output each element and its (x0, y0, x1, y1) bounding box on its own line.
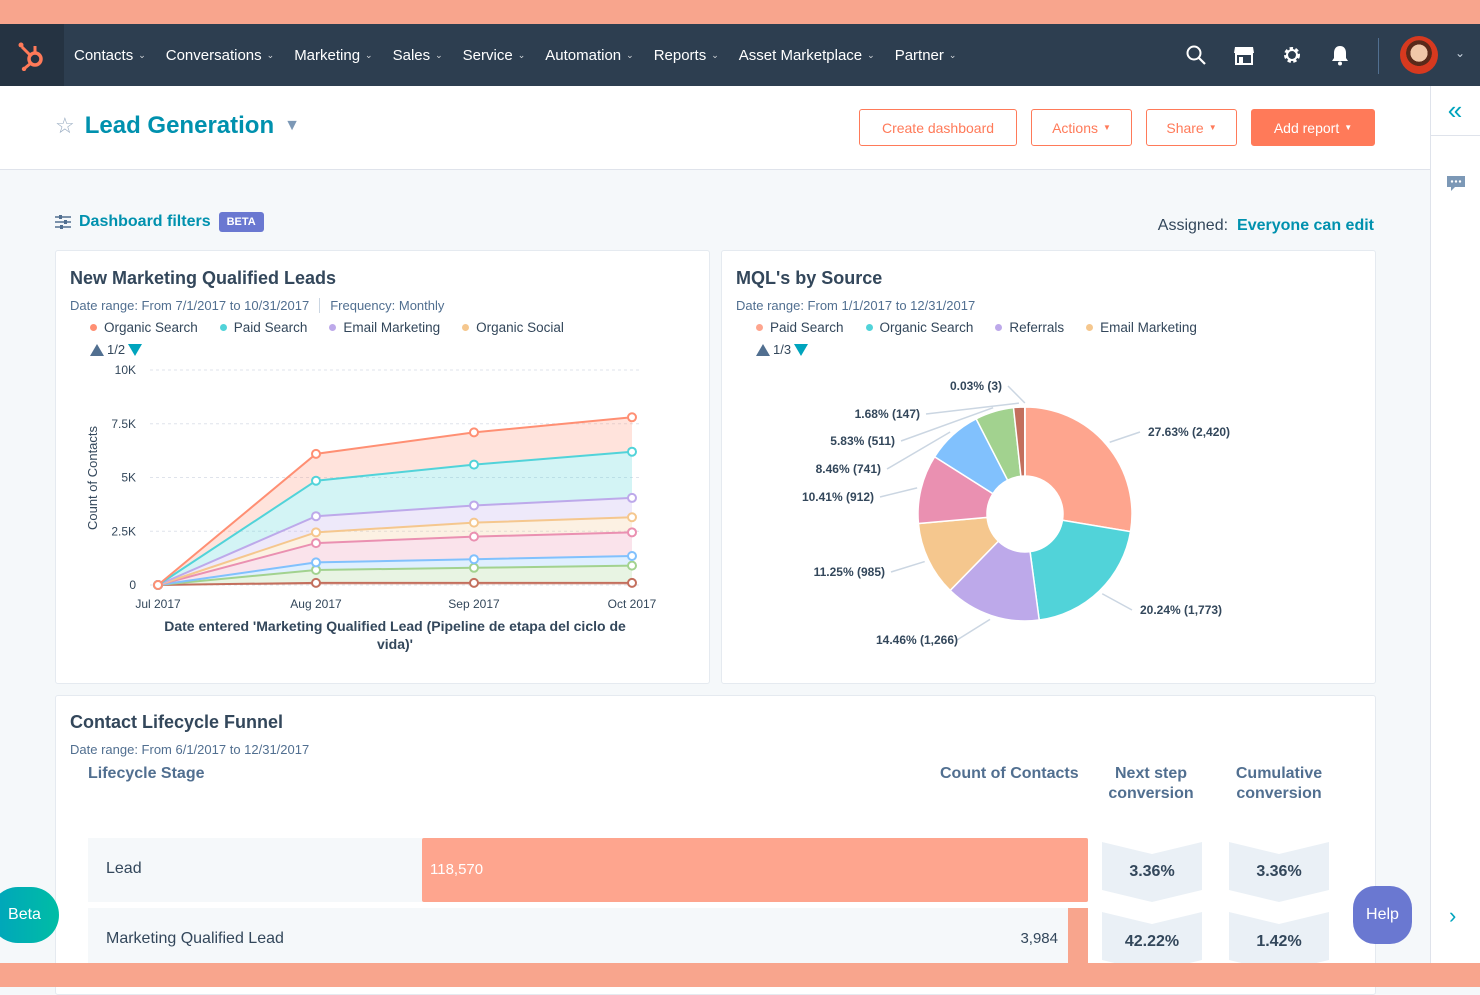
column-header-next-step: Next step conversion (1100, 764, 1202, 804)
count-value: 3,984 (1020, 930, 1058, 947)
button-label: Help (1366, 906, 1399, 924)
chevron-right-icon[interactable]: › (1449, 903, 1456, 929)
column-header-cumulative: Cumulative conversion (1228, 764, 1330, 804)
leader-line (891, 562, 925, 572)
pie-slice (1030, 520, 1130, 620)
count-bar (422, 838, 1088, 902)
chat-icon[interactable] (1445, 174, 1467, 194)
beta-feedback-button[interactable]: Beta (0, 887, 59, 943)
column-header-stage: Lifecycle Stage (88, 764, 205, 784)
slice-label: 0.03% (3) (950, 379, 1002, 393)
slice-label: 8.46% (741) (816, 462, 881, 476)
slice-label: 1.68% (147) (855, 407, 920, 421)
column-header-count: Count of Contacts (940, 764, 1079, 784)
slice-label: 27.63% (2,420) (1148, 425, 1230, 439)
help-button[interactable]: Help (1353, 886, 1412, 944)
slice-label: 5.83% (511) (830, 434, 895, 448)
conversion-value: 3.36% (1256, 863, 1301, 881)
funnel-row[interactable]: Lead 118,570 (88, 838, 1088, 902)
button-label: Beta (8, 906, 41, 924)
pie-slice (1025, 407, 1132, 532)
slice-label: 14.46% (1,266) (876, 633, 958, 647)
leader-line (1102, 594, 1132, 610)
chevron-down-icon[interactable]: ⌄ (1455, 46, 1465, 60)
conversion-value: 3.36% (1129, 863, 1174, 881)
leader-line (1110, 432, 1140, 442)
leader-line (957, 619, 990, 640)
collapse-double-chevron-icon[interactable]: « (1430, 86, 1480, 136)
user-avatar[interactable] (1400, 36, 1438, 74)
donut-chart: 27.63% (2,420) 20.24% (1,773) 14.46% (1,26… (0, 0, 1400, 700)
conversion-value: 42.22% (1125, 933, 1179, 951)
stage-name: Marketing Qualified Lead (106, 930, 284, 948)
report-title[interactable]: Contact Lifecycle Funnel (70, 712, 283, 733)
leader-line (1008, 386, 1025, 403)
slice-label: 11.25% (985) (814, 565, 885, 579)
date-range: Date range: From 6/1/2017 to 12/31/2017 (70, 742, 309, 757)
bottom-band (0, 963, 1480, 987)
slice-label: 20.24% (1,773) (1140, 603, 1222, 617)
slice-label: 10.41% (912) (802, 490, 874, 504)
stage-name: Lead (106, 860, 142, 878)
right-rail (1430, 86, 1480, 963)
count-value: 118,570 (430, 861, 483, 878)
leader-line (880, 488, 917, 497)
conversion-value: 1.42% (1256, 933, 1301, 951)
